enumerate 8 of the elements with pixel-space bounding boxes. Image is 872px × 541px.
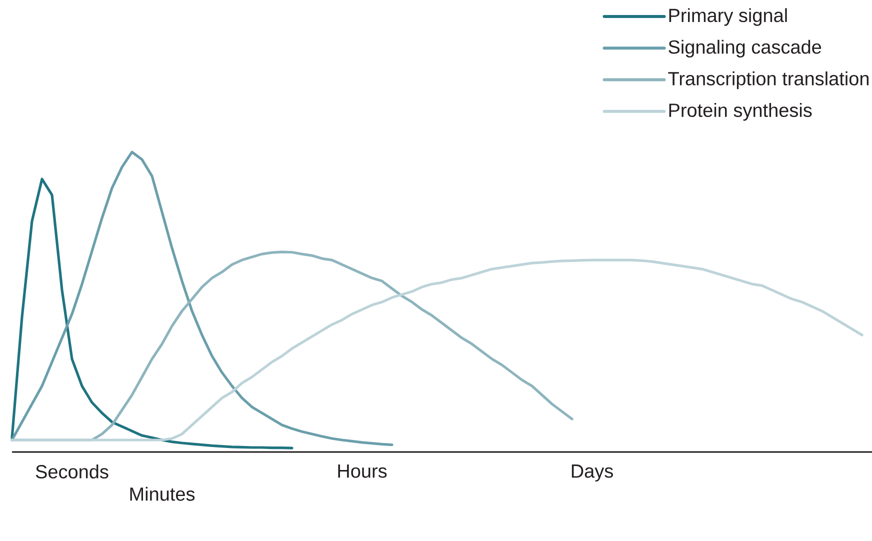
- x-tick-label: Hours: [338, 464, 387, 478]
- legend-label: Primary signal: [669, 8, 787, 26]
- x-tick-label: Minutes: [130, 486, 195, 501]
- legend-label: Protein synthesis: [669, 103, 812, 121]
- legend-label: Signaling cascade: [668, 40, 822, 58]
- x-tick-label: Days: [572, 464, 613, 482]
- x-tick-label: Seconds: [36, 464, 108, 478]
- legend-label: Transcription translation: [668, 71, 869, 90]
